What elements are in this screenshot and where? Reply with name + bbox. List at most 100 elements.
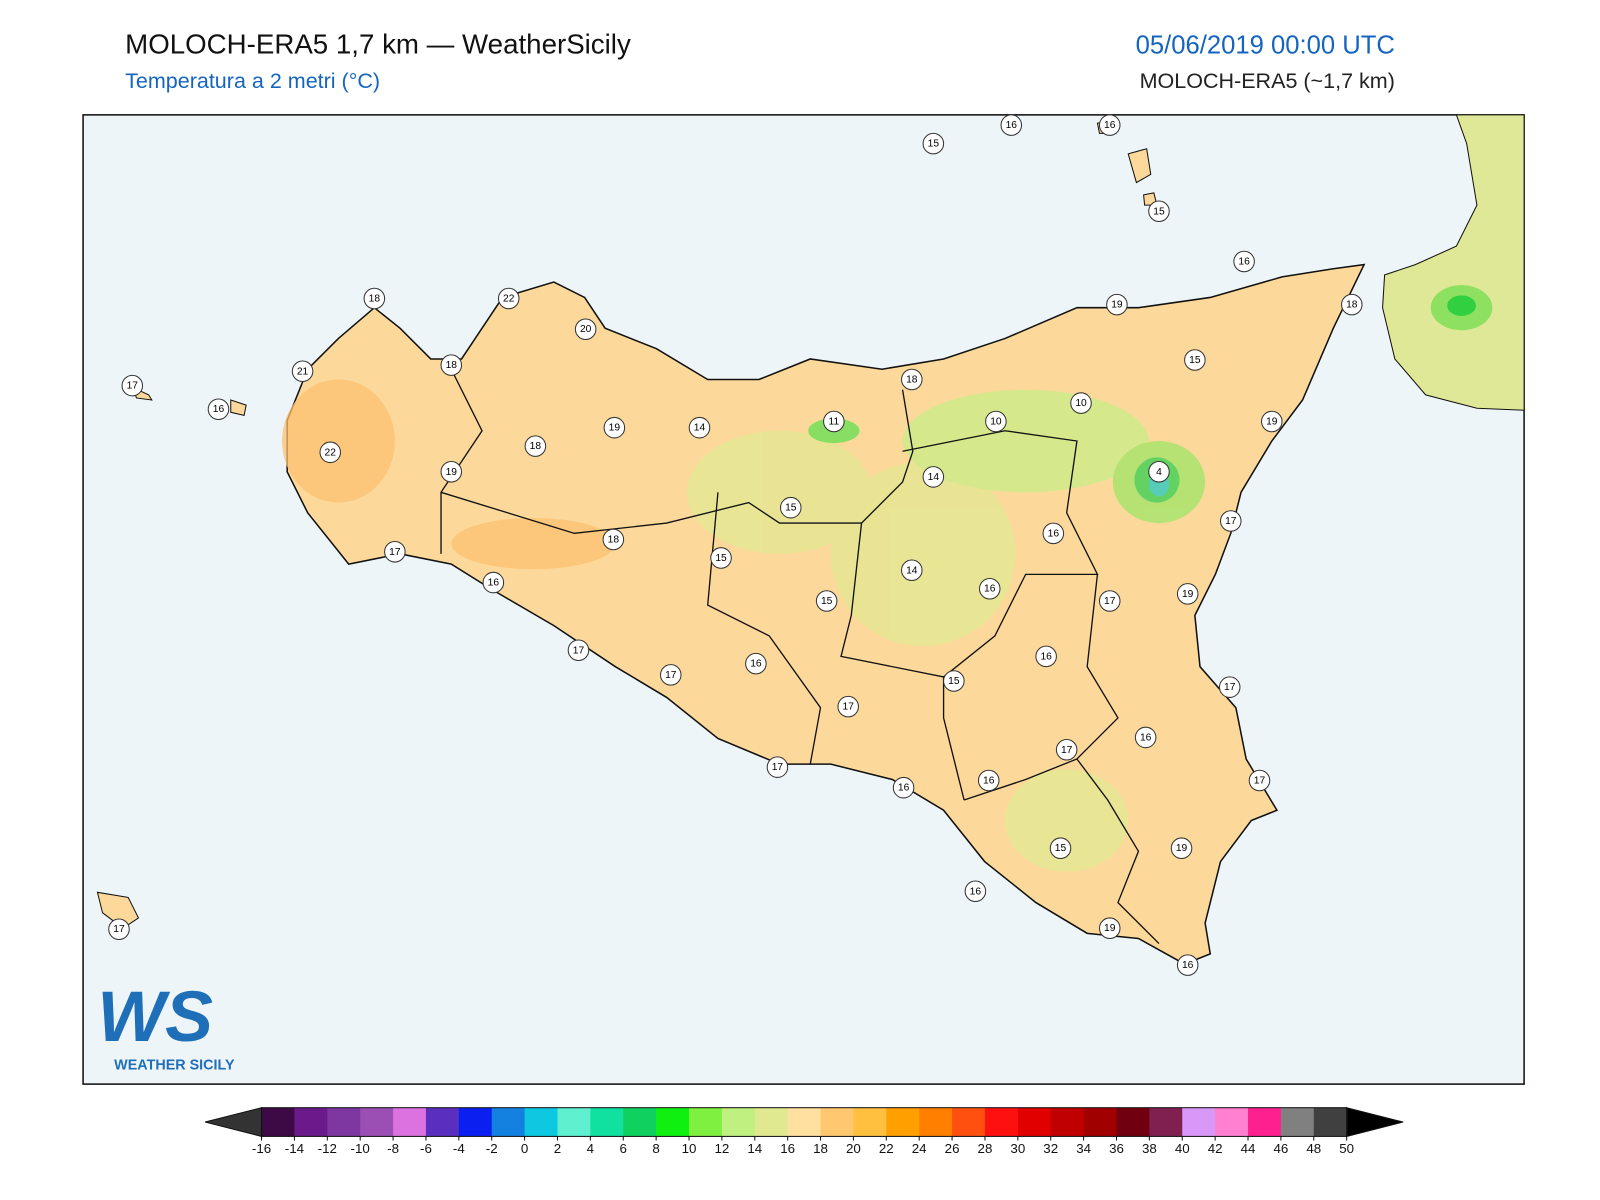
colorbar-segment (952, 1107, 986, 1137)
colorbar-segment (656, 1107, 690, 1137)
station: 17 (1220, 510, 1242, 532)
station-value: 16 (1182, 960, 1194, 971)
colorbar-tick-label: 46 (1273, 1141, 1288, 1156)
station-value: 18 (530, 441, 542, 452)
colorbar-segment (919, 1107, 953, 1137)
colorbar-segment (1017, 1107, 1052, 1137)
station: 16 (1035, 645, 1057, 668)
colorbar-tick-label: 40 (1175, 1141, 1190, 1156)
station-value: 10 (990, 417, 1002, 428)
station: 16 (892, 776, 915, 799)
colorbar-tick-label: 16 (780, 1141, 795, 1156)
station-marker (922, 466, 945, 488)
station-marker (1106, 293, 1128, 316)
station: 18 (524, 435, 547, 457)
station-marker (985, 410, 1007, 433)
colorbar-tick-label: -2 (486, 1141, 498, 1156)
station-marker (901, 559, 923, 582)
station-marker (1098, 590, 1121, 612)
station-marker (602, 528, 625, 551)
colorbar-tick-label: -4 (453, 1141, 465, 1156)
station-value: 16 (1040, 651, 1052, 662)
station-value: 18 (608, 535, 620, 546)
station-marker (815, 590, 838, 612)
station: 15 (780, 496, 802, 519)
station-value: 15 (785, 503, 797, 514)
station-marker (319, 441, 342, 464)
station-value: 16 (984, 584, 996, 595)
station: 19 (1176, 583, 1199, 605)
colorbar-tick-label: 32 (1043, 1141, 1058, 1156)
colorbar-segment (1050, 1107, 1085, 1137)
station-value: 16 (898, 783, 910, 794)
colorbar-segment (1248, 1107, 1282, 1137)
station: 17 (384, 541, 406, 563)
station-marker (901, 368, 923, 391)
station-value: 16 (750, 659, 762, 670)
station: 15 (815, 590, 838, 612)
station-value: 15 (928, 139, 940, 150)
subtitle: Temperatura a 2 metri (°C) (125, 69, 380, 93)
station-value: 17 (127, 381, 139, 392)
station-value: 16 (1006, 120, 1018, 131)
station-value: 17 (1104, 596, 1116, 607)
station: 17 (1098, 590, 1121, 612)
station: 17 (1055, 738, 1078, 761)
station-value: 14 (928, 472, 940, 483)
station-marker (892, 776, 915, 799)
station-value: 17 (573, 645, 585, 656)
station: 4 (1148, 461, 1170, 483)
station: 15 (922, 132, 945, 155)
colorbar-tick-label: 14 (747, 1141, 762, 1156)
station: 19 (1261, 410, 1283, 433)
station: 16 (1098, 114, 1121, 136)
station-value: 16 (1238, 257, 1250, 268)
station: 21 (291, 360, 314, 383)
station: 16 (978, 577, 1001, 600)
colorbar-tick-label: 4 (587, 1141, 595, 1156)
station-value: 15 (1189, 355, 1201, 366)
colorbar-segment (689, 1107, 723, 1137)
colorbar-frame (261, 1107, 1348, 1137)
colorbar: -16 -14 -12 -10 -8 -6 -4 -2 0 2 4 6 8 10 12 14 16 18 20 22 2… (205, 1107, 1404, 1156)
colorbar-tick-label: 34 (1076, 1141, 1091, 1156)
station-marker (108, 918, 130, 940)
calabria (1382, 114, 1525, 411)
station-value: 15 (821, 596, 833, 607)
station-value: 18 (1346, 300, 1358, 311)
station-value: 18 (446, 360, 458, 371)
colorbar-segment (1149, 1107, 1183, 1137)
station-marker (567, 639, 590, 662)
colorbar-tick-label: -16 (252, 1141, 271, 1156)
station-value: 16 (983, 776, 995, 787)
colorbar-tick-label: 38 (1142, 1141, 1157, 1156)
colorbar-tick-label: 30 (1010, 1141, 1025, 1156)
colorbar-segment (1313, 1107, 1348, 1137)
model-info: MOLOCH-ERA5 (~1,7 km) (1140, 69, 1395, 93)
station-marker (977, 769, 1000, 792)
station-value: 15 (948, 676, 960, 687)
colorbar-segment (425, 1107, 460, 1137)
station-value: 16 (213, 404, 225, 415)
station: 19 (440, 461, 463, 483)
station: 14 (901, 559, 923, 582)
colorbar-segment (294, 1107, 328, 1137)
station-marker (1220, 510, 1242, 532)
station-marker (780, 496, 802, 519)
colorbar-segment (327, 1107, 361, 1137)
logo-mark: WS (97, 977, 213, 1057)
station: 18 (901, 368, 923, 391)
station: 17 (108, 918, 130, 940)
colorbar-tick-label: 28 (978, 1141, 993, 1156)
station: 16 (964, 880, 987, 903)
station: 15 (1049, 837, 1072, 859)
station-marker (1035, 645, 1057, 668)
colorbar-segment (458, 1107, 493, 1137)
station-marker (1134, 726, 1157, 749)
station: 17 (1218, 676, 1241, 698)
station-value: 20 (580, 324, 592, 335)
station-value: 16 (1140, 732, 1152, 743)
station-value: 17 (389, 547, 401, 558)
station-value: 17 (665, 670, 677, 681)
